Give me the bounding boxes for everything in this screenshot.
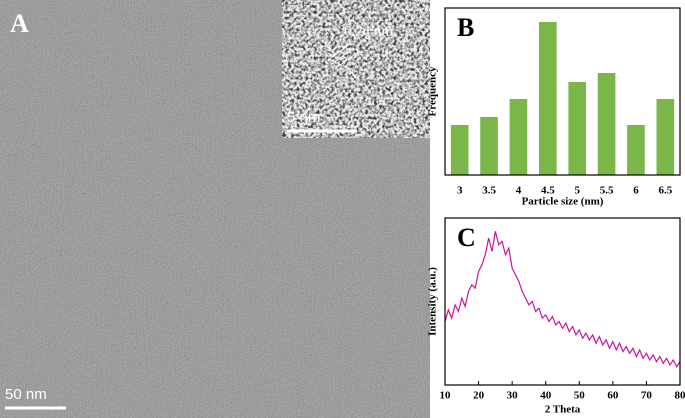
x-tick-label: 30	[507, 390, 519, 402]
x-tick-label: 3.5	[482, 185, 496, 197]
bar	[480, 117, 498, 175]
bar	[539, 22, 557, 175]
data-line	[444, 231, 681, 368]
x-tick-label: 40	[540, 390, 552, 402]
x-tick-label: 6	[633, 185, 639, 197]
tem-image: A 0.24 nm 5 nm 50 nm	[0, 0, 430, 418]
x-tick-label: 10	[440, 390, 452, 402]
y-axis-label: Intensity (a.u.)	[427, 267, 439, 336]
panel-label: A	[10, 9, 29, 38]
y-axis-label: Frequency	[427, 66, 439, 116]
x-tick-label: 3	[457, 185, 463, 197]
x-tick-label: 4.5	[541, 185, 555, 197]
bar	[509, 99, 528, 175]
x-tick-label: 20	[473, 390, 485, 402]
x-tick-label: 50	[574, 390, 586, 402]
bar	[450, 125, 469, 175]
plot-frame	[444, 7, 681, 176]
x-tick-label: 80	[675, 390, 685, 402]
bar	[597, 73, 616, 175]
bar	[568, 82, 586, 175]
x-axis-label: Particle size (nm)	[522, 196, 604, 208]
x-tick-label: 70	[641, 390, 653, 402]
x-tick-label: 5	[574, 185, 580, 197]
plot-frame	[444, 217, 681, 386]
lattice-annotation: 0.24 nm	[344, 23, 394, 39]
bar	[627, 125, 645, 175]
x-tick-label: 5.5	[600, 185, 614, 197]
x-tick-label: 60	[607, 390, 619, 402]
x-tick-label: 4	[516, 185, 522, 197]
inset-scale-label: 5 nm	[287, 109, 320, 126]
bar	[656, 99, 675, 175]
panel-label: C	[457, 223, 476, 252]
panel-label: B	[457, 13, 474, 42]
scale-label: 50 nm	[5, 386, 47, 403]
x-tick-label: 6.5	[658, 185, 672, 197]
x-axis-label: 2 Theta	[545, 404, 581, 416]
